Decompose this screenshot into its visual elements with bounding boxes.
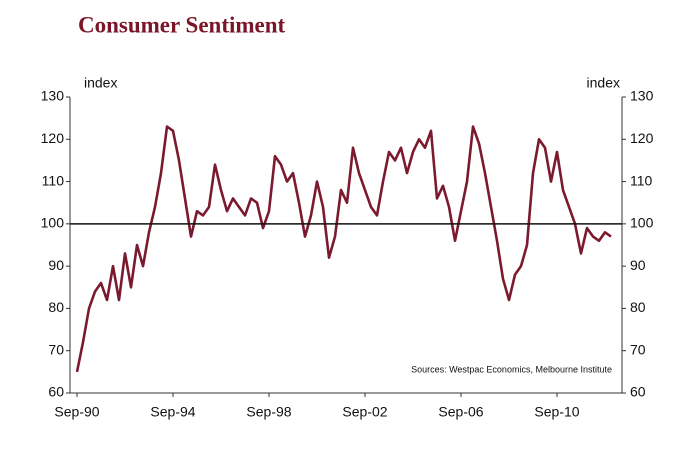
x-tick-label: Sep-90 <box>54 404 99 420</box>
y2-axis-label: index <box>587 75 620 91</box>
y2-tick-label: 100 <box>630 215 654 231</box>
source-note: Sources: Westpac Economics, Melbourne In… <box>411 364 612 374</box>
x-tick-label: Sep-10 <box>534 404 579 420</box>
data-line <box>75 125 612 373</box>
x-tick-label: Sep-98 <box>246 404 291 420</box>
y2-tick-label: 70 <box>630 341 646 357</box>
y-tick-label: 60 <box>48 384 64 400</box>
y2-tick-label: 80 <box>630 299 646 315</box>
y2-tick-label: 130 <box>630 88 654 104</box>
y-axis-label: index <box>84 75 117 91</box>
y-tick-label: 110 <box>42 172 65 188</box>
x-tick-label: Sep-02 <box>342 404 387 420</box>
y2-tick-label: 90 <box>630 257 646 273</box>
y2-tick-label: 110 <box>630 172 653 188</box>
y-tick-label: 70 <box>48 341 64 357</box>
y-tick-label: 90 <box>48 257 64 273</box>
x-tick-label: Sep-94 <box>150 404 195 420</box>
y2-tick-label: 60 <box>630 384 646 400</box>
y-tick-label: 120 <box>41 130 65 146</box>
y-tick-label: 80 <box>48 299 64 315</box>
y-tick-label: 130 <box>41 88 65 104</box>
y-tick-label: 100 <box>41 215 65 231</box>
x-tick-label: Sep-06 <box>438 404 483 420</box>
y2-tick-label: 120 <box>630 130 654 146</box>
chart-title: Consumer Sentiment <box>78 12 286 37</box>
